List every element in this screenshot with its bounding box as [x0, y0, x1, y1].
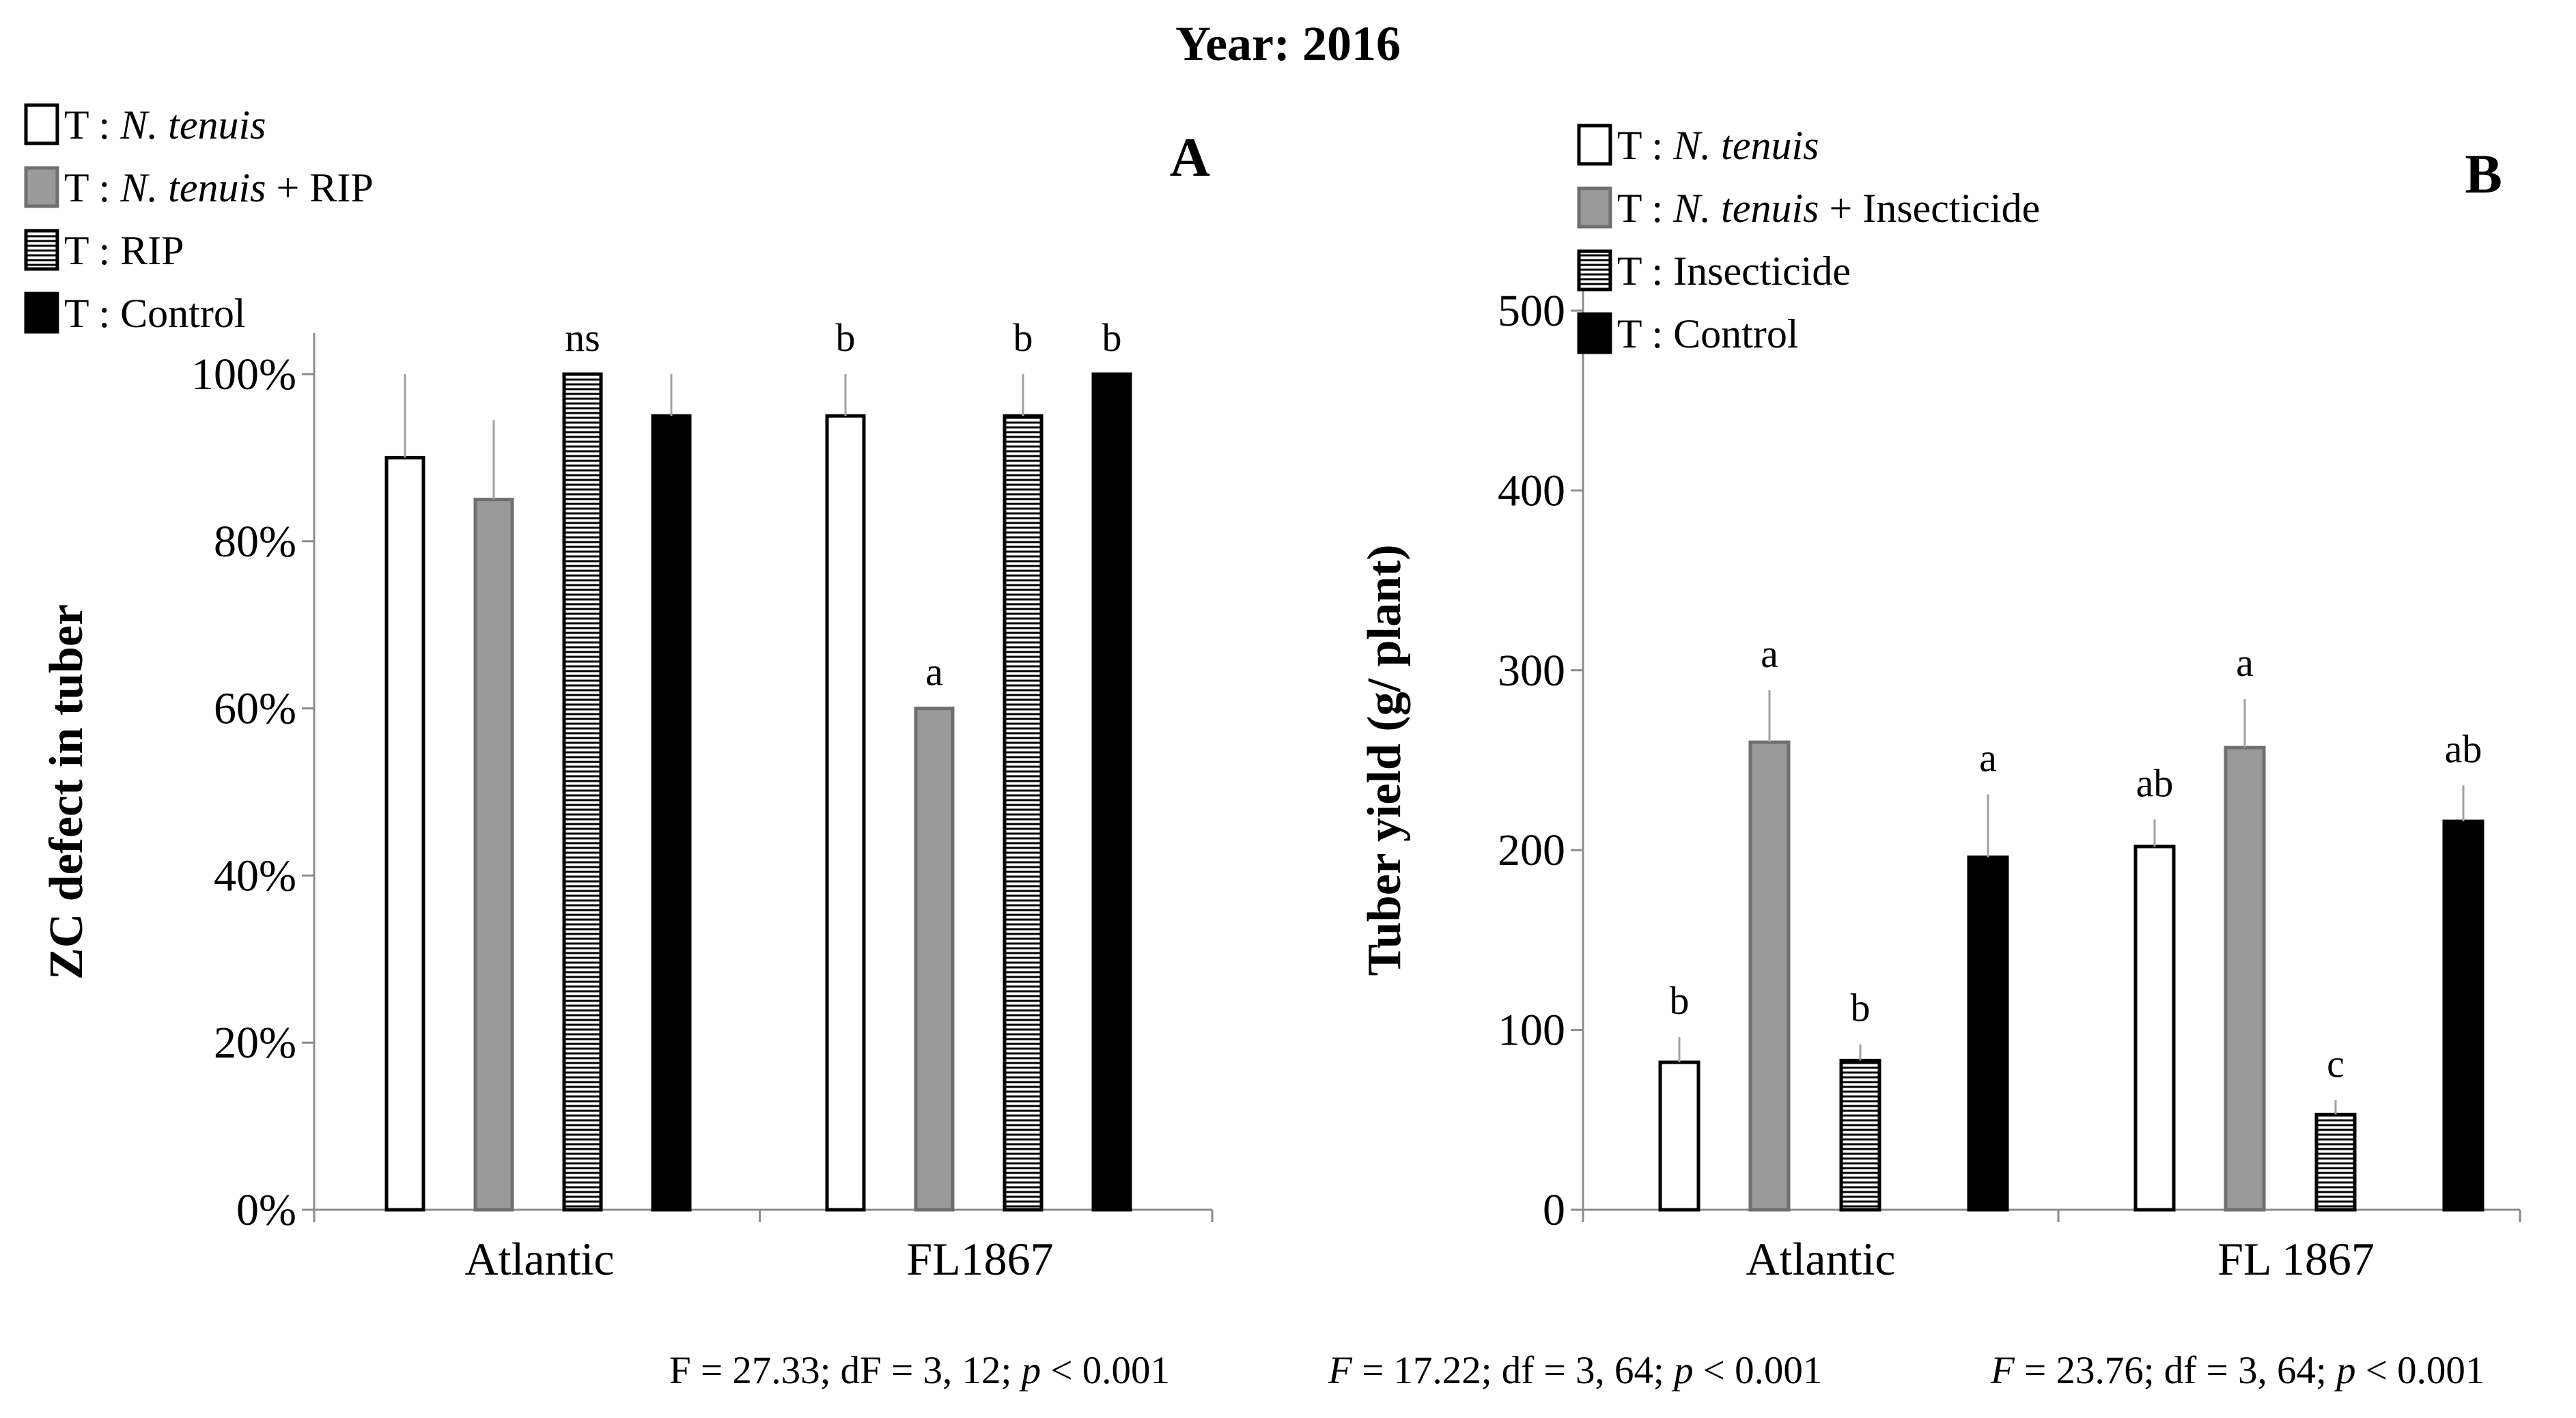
- legend-swatch-striped: [24, 229, 59, 271]
- y-tick-label: 0%: [236, 1185, 296, 1235]
- y-axis-title: Tuber yield (g/ plant): [1358, 544, 1411, 976]
- legend-swatch-control: [1577, 312, 1612, 354]
- y-tick-label: 60%: [214, 684, 296, 734]
- significance-label: b: [1013, 315, 1033, 360]
- bar-tenuis-1: [1658, 1060, 1700, 1212]
- legend-label-striped: T : Insecticide: [1617, 249, 1851, 294]
- y-tick-label: 400: [1498, 466, 1565, 515]
- bar-tenuis_plus-1: [473, 498, 514, 1212]
- significance-label: ab: [2136, 761, 2174, 805]
- x-tick-label: Atlantic: [1746, 1233, 1895, 1285]
- significance-label: b: [1851, 986, 1871, 1030]
- legend-label-striped: T : RIP: [64, 228, 184, 273]
- y-tick-label: 0: [1543, 1185, 1565, 1235]
- bar-tenuis-2: [825, 414, 866, 1212]
- y-tick-label: 80%: [214, 517, 296, 567]
- y-tick-label: 40%: [214, 851, 296, 901]
- stats-text-a: F = 27.33; dF = 3, 12; p < 0.001: [669, 1349, 1171, 1392]
- legend-swatch-tenuis: [24, 103, 59, 145]
- chart-panel-b: 0 100 200 300 400 500 Atlantic FL 1867 Tuber yie…: [1358, 123, 2521, 1285]
- significance-label: a: [1761, 632, 1778, 676]
- bar-control-1: [1967, 855, 2009, 1212]
- legend-swatch-striped: [1577, 249, 1612, 292]
- legend-swatch-control: [24, 292, 59, 334]
- significance-label: c: [2327, 1041, 2344, 1086]
- y-tick-label: 20%: [214, 1018, 296, 1068]
- legend: T : N. tenuis T : N. tenuis + RIP T : RIP T…: [24, 102, 374, 336]
- panel-letter: B: [2465, 143, 2502, 205]
- legend-swatch-tenuis_plus: [24, 166, 59, 208]
- legend-label-control: T : Control: [1617, 311, 1799, 356]
- y-tick-label: 300: [1498, 646, 1565, 696]
- significance-label: a: [2236, 640, 2254, 685]
- bar-striped-1: [562, 372, 603, 1212]
- stats-text-b2: F = 23.76; df = 3, 64; p < 0.001: [1991, 1349, 2485, 1392]
- chart-panel-a: 0% 20% 40% 60% 80% 100% Atlantic FL1867 ZC defec…: [24, 102, 1214, 1285]
- bar-tenuis_plus-2: [914, 707, 955, 1212]
- x-tick-label: FL 1867: [2217, 1233, 2375, 1285]
- bar-striped-1: [1839, 1058, 1881, 1212]
- significance-label: b: [1670, 978, 1690, 1023]
- legend-swatch-tenuis_plus: [1577, 186, 1612, 229]
- x-tick-label: Atlantic: [464, 1233, 614, 1285]
- significance-label: a: [925, 650, 943, 694]
- bar-control-2: [1091, 372, 1132, 1212]
- panel-letter: A: [1170, 126, 1210, 188]
- legend: T : N. tenuis T : N. tenuis + Insecticide…: [1577, 123, 2040, 356]
- stats-text-b1: F = 17.22; df = 3, 64; p < 0.001: [1328, 1349, 1823, 1392]
- bar-control-2: [2442, 819, 2484, 1212]
- legend-swatch-tenuis: [1577, 124, 1612, 166]
- bar-tenuis-1: [384, 455, 425, 1212]
- y-tick-label: 200: [1498, 825, 1565, 875]
- significance-label: b: [836, 315, 856, 360]
- x-tick-label: FL1867: [906, 1233, 1053, 1285]
- significance-label: b: [1102, 315, 1122, 360]
- figure-title: Year: 2016: [1175, 16, 1401, 71]
- y-tick-label: 100%: [191, 350, 296, 399]
- significance-label: a: [1979, 736, 1997, 780]
- legend-label-tenuis_plus: T : N. tenuis + Insecticide: [1617, 186, 2040, 231]
- bar-control-1: [651, 414, 692, 1212]
- bar-tenuis-2: [2133, 845, 2176, 1212]
- bar-tenuis_plus-1: [1748, 740, 1791, 1212]
- legend-label-control: T : Control: [64, 291, 246, 336]
- legend-label-tenuis: T : N. tenuis: [1617, 123, 1819, 168]
- y-tick-label: 500: [1498, 286, 1565, 336]
- y-axis-title: ZC defect in tuber: [40, 604, 93, 980]
- legend-label-tenuis: T : N. tenuis: [64, 102, 266, 147]
- significance-label: ab: [2445, 726, 2482, 771]
- bar-tenuis_plus-2: [2224, 746, 2266, 1212]
- y-tick-label: 100: [1498, 1006, 1565, 1055]
- statistics-row: F = 27.33; dF = 3, 12; p < 0.001 F = 17.…: [0, 1348, 2576, 1410]
- significance-label: ns: [565, 315, 600, 360]
- bar-striped-2: [1003, 414, 1044, 1212]
- bar-striped-2: [2314, 1112, 2357, 1212]
- legend-label-tenuis_plus: T : N. tenuis + RIP: [64, 165, 374, 210]
